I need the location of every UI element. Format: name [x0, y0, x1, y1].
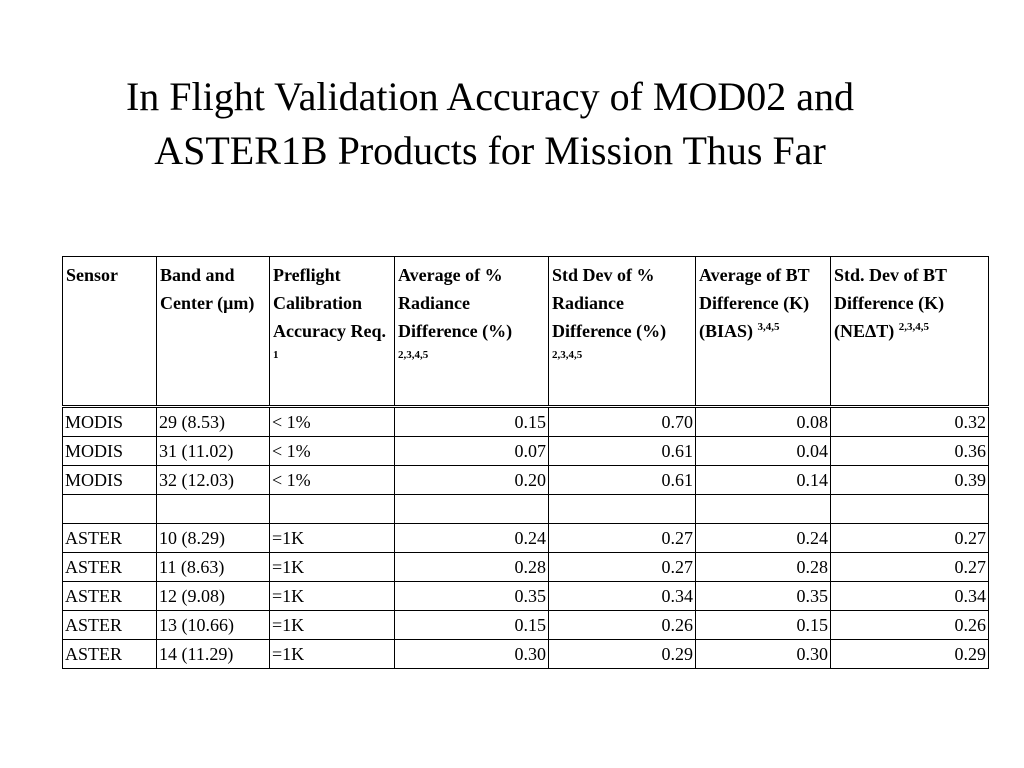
cell-avg-bt: 0.28 [695, 552, 831, 582]
cell-avg-radiance [394, 494, 549, 524]
table-row: MODIS 32 (12.03) < 1% 0.20 0.61 0.14 0.3… [62, 465, 989, 495]
cell-avg-bt: 0.30 [695, 639, 831, 669]
cell-avg-bt: 0.15 [695, 610, 831, 640]
header-preflight-accuracy: Preflight Calibration Accuracy Req. 1 [269, 256, 395, 408]
cell-preflight: =1K [269, 581, 395, 611]
cell-band: 32 (12.03) [156, 465, 270, 495]
cell-avg-bt: 0.24 [695, 523, 831, 553]
table-row: MODIS 29 (8.53) < 1% 0.15 0.70 0.08 0.32 [62, 406, 989, 437]
cell-preflight [269, 494, 395, 524]
validation-accuracy-table: Sensor Band and Center (μm) Preflight Ca… [62, 256, 989, 669]
cell-sensor: MODIS [62, 406, 157, 437]
cell-sensor: ASTER [62, 523, 157, 553]
cell-avg-bt: 0.08 [695, 406, 831, 437]
cell-avg-bt: 0.04 [695, 436, 831, 466]
cell-band: 29 (8.53) [156, 406, 270, 437]
cell-preflight: < 1% [269, 406, 395, 437]
cell-preflight: < 1% [269, 465, 395, 495]
cell-sensor: ASTER [62, 581, 157, 611]
cell-band: 14 (11.29) [156, 639, 270, 669]
header-std-bt-diff-footnote: 2,3,4,5 [898, 321, 930, 333]
cell-band: 12 (9.08) [156, 581, 270, 611]
cell-avg-radiance: 0.20 [394, 465, 549, 495]
header-band-center: Band and Center (μm) [156, 256, 270, 408]
cell-avg-radiance: 0.35 [394, 581, 549, 611]
cell-std-radiance: 0.27 [548, 552, 696, 582]
validation-table-container: Sensor Band and Center (μm) Preflight Ca… [62, 256, 989, 669]
cell-avg-radiance: 0.30 [394, 639, 549, 669]
header-band-center-text: Band and Center (μm) [160, 265, 255, 313]
cell-std-bt: 0.27 [830, 552, 989, 582]
header-avg-bt-diff-footnote: 3,4,5 [757, 321, 780, 333]
cell-std-bt: 0.39 [830, 465, 989, 495]
cell-avg-radiance: 0.15 [394, 406, 549, 437]
cell-std-bt [830, 494, 989, 524]
cell-preflight: < 1% [269, 436, 395, 466]
cell-sensor: ASTER [62, 552, 157, 582]
cell-band: 13 (10.66) [156, 610, 270, 640]
cell-std-radiance: 0.70 [548, 406, 696, 437]
table-header-row: Sensor Band and Center (μm) Preflight Ca… [62, 256, 989, 408]
cell-band: 10 (8.29) [156, 523, 270, 553]
cell-sensor: MODIS [62, 465, 157, 495]
cell-sensor: MODIS [62, 436, 157, 466]
table-row: ASTER 14 (11.29) =1K 0.30 0.29 0.30 0.29 [62, 639, 989, 669]
cell-std-bt: 0.34 [830, 581, 989, 611]
header-std-radiance-diff-text: Std Dev of % Radiance Difference (%) [552, 265, 667, 341]
table-row: ASTER 13 (10.66) =1K 0.15 0.26 0.15 0.26 [62, 610, 989, 640]
cell-sensor [62, 494, 157, 524]
header-std-radiance-diff: Std Dev of % Radiance Difference (%) 2,3… [548, 256, 696, 408]
slide-title: In Flight Validation Accuracy of MOD02 a… [125, 74, 855, 173]
header-std-bt-diff-text: Std. Dev of BT Difference (K) (NEΔT) [834, 265, 947, 341]
table-row-spacer [62, 494, 989, 524]
header-avg-radiance-diff-footnote: 2,3,4,5 [398, 349, 429, 361]
table-row: MODIS 31 (11.02) < 1% 0.07 0.61 0.04 0.3… [62, 436, 989, 466]
cell-band: 31 (11.02) [156, 436, 270, 466]
cell-std-radiance: 0.26 [548, 610, 696, 640]
cell-avg-radiance: 0.15 [394, 610, 549, 640]
header-avg-radiance-diff: Average of % Radiance Difference (%) 2,3… [394, 256, 549, 408]
cell-std-bt: 0.36 [830, 436, 989, 466]
header-preflight-accuracy-text: Preflight Calibration Accuracy Req. [273, 265, 386, 341]
cell-std-bt: 0.27 [830, 523, 989, 553]
cell-std-radiance: 0.61 [548, 436, 696, 466]
table-row: ASTER 11 (8.63) =1K 0.28 0.27 0.28 0.27 [62, 552, 989, 582]
cell-std-bt: 0.26 [830, 610, 989, 640]
cell-std-radiance: 0.61 [548, 465, 696, 495]
cell-avg-radiance: 0.24 [394, 523, 549, 553]
table-row: ASTER 10 (8.29) =1K 0.24 0.27 0.24 0.27 [62, 523, 989, 553]
cell-avg-radiance: 0.07 [394, 436, 549, 466]
header-preflight-accuracy-footnote: 1 [273, 349, 279, 361]
header-std-radiance-diff-footnote: 2,3,4,5 [552, 349, 583, 361]
cell-avg-bt: 0.35 [695, 581, 831, 611]
header-sensor-text: Sensor [66, 265, 119, 285]
cell-preflight: =1K [269, 639, 395, 669]
cell-avg-bt [695, 494, 831, 524]
table-row: ASTER 12 (9.08) =1K 0.35 0.34 0.35 0.34 [62, 581, 989, 611]
cell-std-bt: 0.32 [830, 406, 989, 437]
cell-band [156, 494, 270, 524]
cell-avg-radiance: 0.28 [394, 552, 549, 582]
header-avg-bt-diff: Average of BT Difference (K) (BIAS) 3,4,… [695, 256, 831, 408]
cell-std-radiance: 0.34 [548, 581, 696, 611]
cell-sensor: ASTER [62, 610, 157, 640]
header-avg-radiance-diff-text: Average of % Radiance Difference (%) [398, 265, 513, 341]
cell-std-radiance [548, 494, 696, 524]
header-avg-bt-diff-text: Average of BT Difference (K) (BIAS) [699, 265, 810, 341]
cell-avg-bt: 0.14 [695, 465, 831, 495]
cell-std-radiance: 0.29 [548, 639, 696, 669]
cell-preflight: =1K [269, 523, 395, 553]
cell-std-radiance: 0.27 [548, 523, 696, 553]
header-std-bt-diff: Std. Dev of BT Difference (K) (NEΔT) 2,3… [830, 256, 989, 408]
header-sensor: Sensor [62, 256, 157, 408]
cell-std-bt: 0.29 [830, 639, 989, 669]
cell-preflight: =1K [269, 552, 395, 582]
cell-band: 11 (8.63) [156, 552, 270, 582]
cell-preflight: =1K [269, 610, 395, 640]
cell-sensor: ASTER [62, 639, 157, 669]
